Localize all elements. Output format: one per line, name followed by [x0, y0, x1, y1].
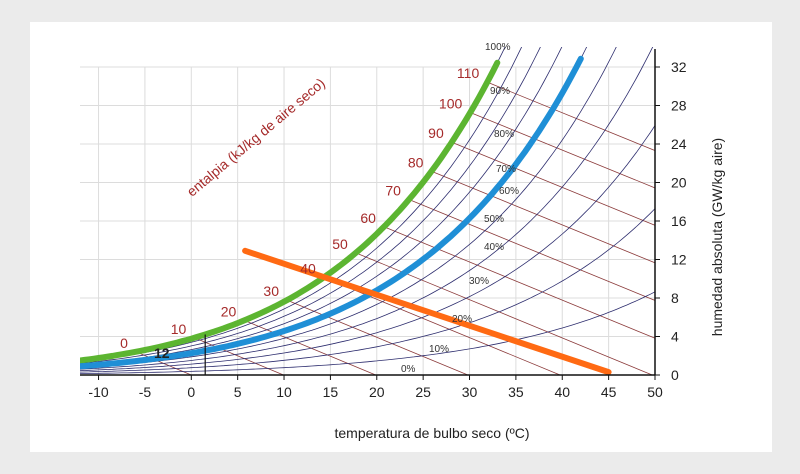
x-tick-label: 10 [276, 384, 292, 400]
enthalpy-line [487, 81, 655, 152]
rh-label: 40% [484, 242, 504, 253]
enthalpy-tick-label: 60 [360, 210, 376, 226]
rh-curve [80, 47, 617, 369]
y-tick-label: 24 [671, 136, 687, 152]
rh-curve [80, 47, 523, 363]
enthalpy-tick-label: 80 [408, 154, 424, 170]
rh-label: 100% [485, 42, 511, 53]
enthalpy-tick-label: 30 [263, 283, 279, 299]
x-tick-label: 20 [369, 384, 385, 400]
enthalpy-tick-label: 110 [457, 65, 480, 81]
series-line-0 [80, 59, 501, 364]
rh-curve [80, 208, 655, 373]
enthalpy-tick-label: 20 [221, 303, 237, 319]
rh-label: 70% [496, 164, 516, 175]
rh-label: 10% [429, 344, 449, 355]
enthalpy-line [431, 170, 655, 264]
enthalpy-axis-title: entalpia (kJ/kg de aire seco) [184, 75, 328, 200]
x-tick-label: 5 [234, 384, 242, 400]
x-tick-label: 40 [554, 384, 570, 400]
enthalpy-tick-label: 50 [332, 236, 348, 252]
rh-curve [80, 47, 541, 364]
enthalpy-tick-label: 90 [428, 125, 444, 141]
rh-curve [80, 125, 655, 372]
psychrometric-chart: -10 -5 0 5 10 15 20 25 30 35 40 45 50 0 4 8 12 16 20 24 28 32… [80, 42, 725, 441]
y-tick-label: 12 [671, 252, 687, 268]
rh-label: 80% [494, 129, 514, 140]
y-tick-label: 28 [671, 98, 687, 114]
x-axis-title: temperatura de bulbo seco (ºC) [335, 425, 530, 441]
enthalpy-tick-label: 70 [385, 183, 401, 199]
rh-curve [80, 47, 588, 367]
enthalpy-tick-label: 10 [171, 321, 187, 337]
rh-label: 30% [469, 276, 489, 287]
chart-card: -10 -5 0 5 10 15 20 25 30 35 40 45 50 0 4 8 12 16 20 24 28 32… [30, 22, 772, 452]
enthalpy-tick-label: 40 [300, 260, 316, 276]
x-tick-label: 0 [187, 384, 195, 400]
x-tick-label: -10 [88, 384, 108, 400]
rh-curve [80, 47, 506, 361]
x-tick-label: 35 [508, 384, 524, 400]
y-tick-label: 0 [671, 367, 679, 383]
rh-curve [80, 47, 563, 366]
x-tick-label: 50 [647, 384, 663, 400]
series-line-1 [80, 55, 584, 370]
rh-label: 20% [452, 314, 472, 325]
y-tick-label: 32 [671, 59, 687, 75]
enthalpy-tick-label: 100 [439, 95, 463, 111]
enthalpy-line [408, 199, 655, 301]
series-line-2 [242, 247, 612, 375]
enthalpy-line [323, 277, 561, 375]
x-tick-label: 30 [462, 384, 478, 400]
y-tick-label: 8 [671, 290, 679, 306]
x-tick-label: -5 [139, 384, 152, 400]
rh-label: 60% [499, 186, 519, 197]
enthalpy-line [244, 320, 376, 375]
rh-label: 0% [401, 364, 416, 375]
rh-curve [80, 291, 655, 374]
y-tick-label: 20 [671, 175, 687, 191]
rh-label: 90% [490, 86, 510, 97]
y-tick-label: 16 [671, 213, 687, 229]
enthalpy-line [451, 141, 655, 226]
rh-curve [80, 47, 654, 370]
enthalpy-line [355, 252, 653, 375]
enthalpy-line [383, 226, 655, 339]
x-tick-label: 25 [415, 384, 431, 400]
rh-label: 50% [484, 214, 504, 225]
enthalpy-line [286, 299, 469, 375]
y-axis-title: humedad absoluta (GW/kg aire) [709, 138, 725, 336]
y-tick-label: 4 [671, 329, 679, 345]
x-tick-label: 15 [323, 384, 339, 400]
marker-value-label: 12 [154, 345, 170, 361]
x-tick-label: 45 [601, 384, 617, 400]
enthalpy-line [470, 112, 655, 189]
enthalpy-tick-label: 0 [120, 335, 128, 351]
